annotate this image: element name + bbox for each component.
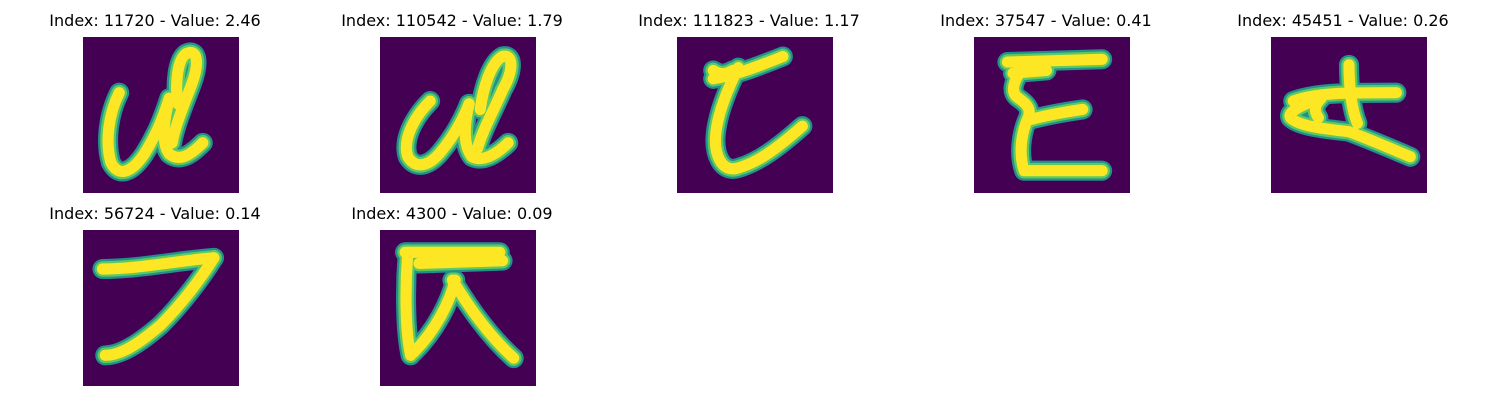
glyph-image [677, 37, 833, 193]
panel-title: Index: 45451 - Value: 0.26 [1237, 11, 1449, 30]
panel-title: Index: 4300 - Value: 0.09 [351, 204, 553, 223]
image-panel-3: Index: 111823 - Value: 1.17 [599, 0, 899, 200]
glyph-stroke [1008, 64, 1108, 177]
image-panel-4: Index: 37547 - Value: 0.41 [896, 0, 1196, 200]
glyph-stroke [1021, 103, 1089, 127]
glyph-stroke [96, 252, 220, 275]
glyph-stroke [1343, 59, 1363, 129]
glyph-stroke [707, 50, 789, 85]
glyph-ul-image [83, 37, 239, 193]
glyph-stroke [400, 246, 417, 361]
glyph-triangle-image [1271, 37, 1427, 193]
image-panel-6: Index: 56724 - Value: 0.14 [5, 193, 305, 393]
glyph-e-image [974, 37, 1130, 193]
glyph-stroke [99, 252, 220, 361]
glyph-stroke [446, 274, 520, 364]
glyph-stroke [1001, 53, 1108, 68]
glyph-image [380, 230, 536, 386]
glyph-stroke [459, 98, 514, 165]
glyph-image [83, 37, 239, 193]
glyph-stroke [474, 50, 509, 115]
glyph-stroke [158, 92, 209, 163]
panel-title: Index: 111823 - Value: 1.17 [638, 11, 860, 30]
glyph-ul-image [380, 37, 536, 193]
glyph-bracket-image [380, 230, 536, 386]
glyph-stroke [1284, 95, 1416, 163]
glyph-stroke [171, 48, 192, 110]
glyph-image [974, 37, 1130, 193]
image-panel-2: Index: 110542 - Value: 1.79 [302, 0, 602, 200]
image-panel-7: Index: 4300 - Value: 0.09 [302, 193, 602, 393]
image-panel-1: Index: 11720 - Value: 2.46 [5, 0, 305, 200]
glyph-image [380, 37, 536, 193]
glyph-stroke [471, 50, 517, 154]
glyph-stroke [413, 255, 509, 269]
glyph-image [83, 230, 239, 386]
glyph-stroke [1287, 87, 1402, 107]
panel-title: Index: 56724 - Value: 0.14 [49, 204, 261, 223]
panel-title: Index: 11720 - Value: 2.46 [49, 11, 261, 30]
glyph-stroke [166, 47, 203, 149]
panel-title: Index: 37547 - Value: 0.41 [940, 11, 1152, 30]
glyph-seven-image [83, 230, 239, 386]
glyph-stroke [709, 62, 808, 175]
panel-title: Index: 110542 - Value: 1.79 [341, 11, 563, 30]
glyph-image [1271, 37, 1427, 193]
glyph-stroke [400, 95, 475, 171]
glyph-t-image [677, 37, 833, 193]
image-panel-5: Index: 45451 - Value: 0.26 [1193, 0, 1493, 200]
glyph-stroke [1309, 92, 1327, 124]
